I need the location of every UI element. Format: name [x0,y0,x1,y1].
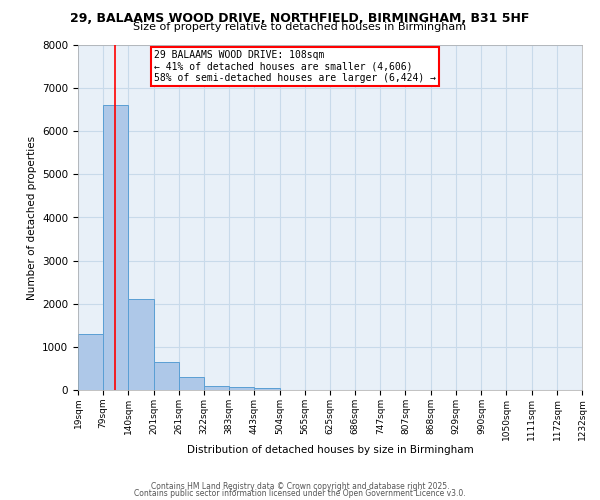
Text: Contains HM Land Registry data © Crown copyright and database right 2025.: Contains HM Land Registry data © Crown c… [151,482,449,491]
Bar [204,386,229,390]
Text: 29, BALAAMS WOOD DRIVE, NORTHFIELD, BIRMINGHAM, B31 5HF: 29, BALAAMS WOOD DRIVE, NORTHFIELD, BIRM… [70,12,530,26]
Text: Size of property relative to detached houses in Birmingham: Size of property relative to detached ho… [133,22,467,32]
Text: Contains public sector information licensed under the Open Government Licence v3: Contains public sector information licen… [134,489,466,498]
Bar [229,386,254,390]
Bar [128,300,154,390]
Bar [154,362,179,390]
Bar [179,377,204,390]
Y-axis label: Number of detached properties: Number of detached properties [26,136,37,300]
Bar [254,388,280,390]
Text: 29 BALAAMS WOOD DRIVE: 108sqm
← 41% of detached houses are smaller (4,606)
58% o: 29 BALAAMS WOOD DRIVE: 108sqm ← 41% of d… [154,50,436,84]
Bar [103,106,128,390]
X-axis label: Distribution of detached houses by size in Birmingham: Distribution of detached houses by size … [187,446,473,456]
Bar [78,334,103,390]
